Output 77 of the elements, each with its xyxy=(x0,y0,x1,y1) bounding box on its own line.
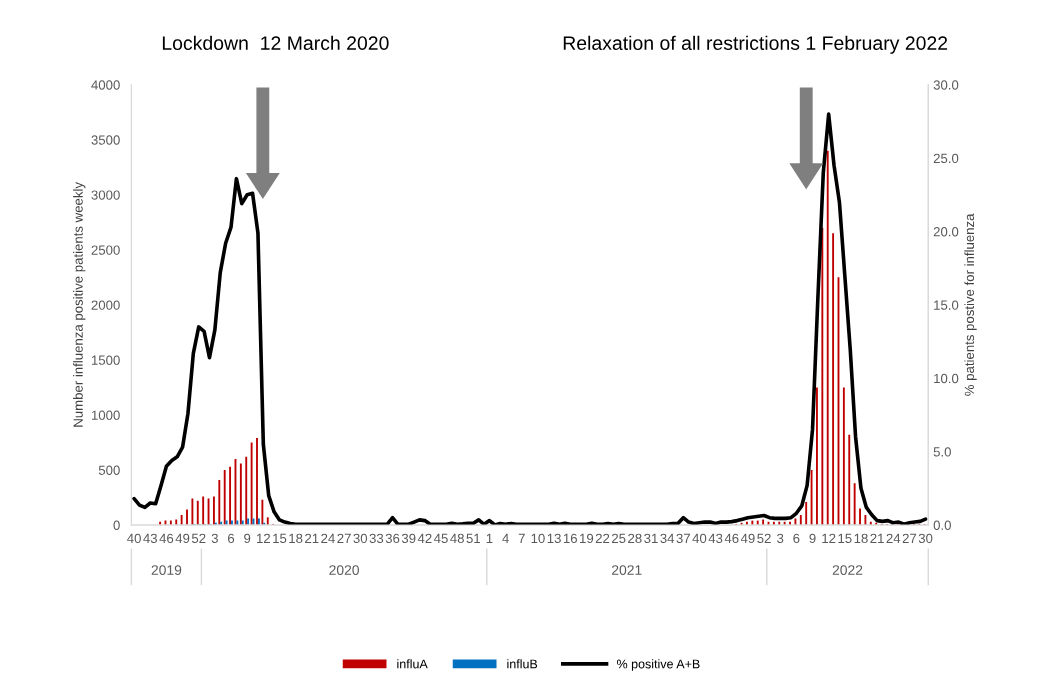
x-tick-label: 22 xyxy=(595,533,610,543)
x-tick-label: 46 xyxy=(724,533,739,544)
y2-axis-title: % patients postive for influenza xyxy=(964,213,977,396)
x-tick-label: 6 xyxy=(793,533,800,544)
legend-label: % positive A+B xyxy=(616,659,700,671)
x-tick-label: 24 xyxy=(321,533,335,543)
x-tick-label: 51 xyxy=(466,533,481,544)
x-tick-label: 24 xyxy=(886,533,901,543)
y-tick-label: 2000 xyxy=(91,300,120,310)
text: 2021 xyxy=(612,565,642,575)
x-tick-label: 52 xyxy=(757,533,771,544)
x-tick-label: 43 xyxy=(708,533,723,544)
x-tick-label: 42 xyxy=(417,533,432,543)
y2-tick-label: 10.0 xyxy=(934,373,959,384)
y2-tick-label: 0.0 xyxy=(933,520,951,530)
text: 2019 xyxy=(151,565,182,575)
x-tick-label: 3 xyxy=(211,533,218,544)
x-tick-label: 40 xyxy=(692,533,707,544)
y-axis-title: Number influenza positive patients weekly xyxy=(73,182,86,427)
x-tick-label: 19 xyxy=(580,533,594,544)
x-tick-label: 21 xyxy=(305,533,319,543)
x-tick-label: 21 xyxy=(870,533,884,543)
x-tick-label: 34 xyxy=(660,533,675,544)
y2-tick-label: 20.0 xyxy=(933,227,959,237)
x-tick-label: 15 xyxy=(273,533,287,544)
legend-label: influA xyxy=(397,659,428,669)
x-tick-label: 33 xyxy=(369,533,384,544)
x-tick-label: 16 xyxy=(563,533,577,544)
y-tick-label: 500 xyxy=(98,465,120,475)
y-tick-label: 0 xyxy=(113,520,120,530)
y-tick-label: 1000 xyxy=(91,410,120,420)
x-tick-label: 7 xyxy=(518,533,525,543)
text: Lockdown 12 March 2020 xyxy=(162,35,389,50)
x-tick-label: 48 xyxy=(450,533,464,544)
x-tick-label: 30 xyxy=(353,533,368,544)
x-tick-label: 18 xyxy=(289,533,303,544)
x-tick-label: 12 xyxy=(822,533,836,543)
text: Relaxation of all restrictions 1 February 2022 xyxy=(563,35,948,54)
x-tick-label: 25 xyxy=(612,533,626,544)
x-tick-label: 18 xyxy=(854,533,868,544)
x-tick-label: 30 xyxy=(918,533,933,544)
x-tick-label: 3 xyxy=(777,533,784,544)
x-tick-label: 28 xyxy=(628,533,642,544)
x-tick-label: 27 xyxy=(902,533,917,543)
x-tick-label: 49 xyxy=(740,533,755,544)
x-tick-label: 12 xyxy=(257,533,271,543)
y-tick-label: 1500 xyxy=(91,355,120,365)
x-tick-label: 49 xyxy=(175,533,190,544)
x-tick-label: 10 xyxy=(531,533,545,544)
x-tick-label: 40 xyxy=(127,533,141,544)
x-tick-label: 6 xyxy=(228,533,235,544)
text: 2020 xyxy=(329,565,359,575)
x-tick-label: 52 xyxy=(191,533,206,544)
legend-label: influB xyxy=(507,659,538,669)
y-tick-label: 4000 xyxy=(91,80,120,90)
y-tick-label: 3500 xyxy=(91,135,120,145)
x-tick-label: 15 xyxy=(838,533,852,544)
x-tick-label: 45 xyxy=(433,533,448,544)
x-tick-label: 46 xyxy=(159,533,174,544)
y2-tick-label: 5.0 xyxy=(933,447,951,457)
y2-tick-label: 25.0 xyxy=(933,153,959,164)
x-tick-label: 43 xyxy=(143,533,158,544)
x-tick-label: 31 xyxy=(644,533,658,544)
text: 2022 xyxy=(832,565,863,575)
x-tick-label: 9 xyxy=(244,533,251,544)
x-tick-label: 39 xyxy=(401,533,416,544)
x-tick-label: 1 xyxy=(486,533,493,543)
x-tick-label: 13 xyxy=(547,533,561,544)
y2-tick-label: 30.0 xyxy=(933,80,959,90)
x-tick-label: 37 xyxy=(676,533,690,544)
y-tick-label: 2500 xyxy=(91,245,120,255)
x-tick-label: 27 xyxy=(337,533,351,543)
y2-tick-label: 15.0 xyxy=(934,300,959,310)
y-tick-label: 3000 xyxy=(91,190,120,200)
x-tick-label: 36 xyxy=(385,533,400,544)
x-tick-label: 9 xyxy=(809,533,816,544)
x-tick-label: 4 xyxy=(502,533,509,543)
